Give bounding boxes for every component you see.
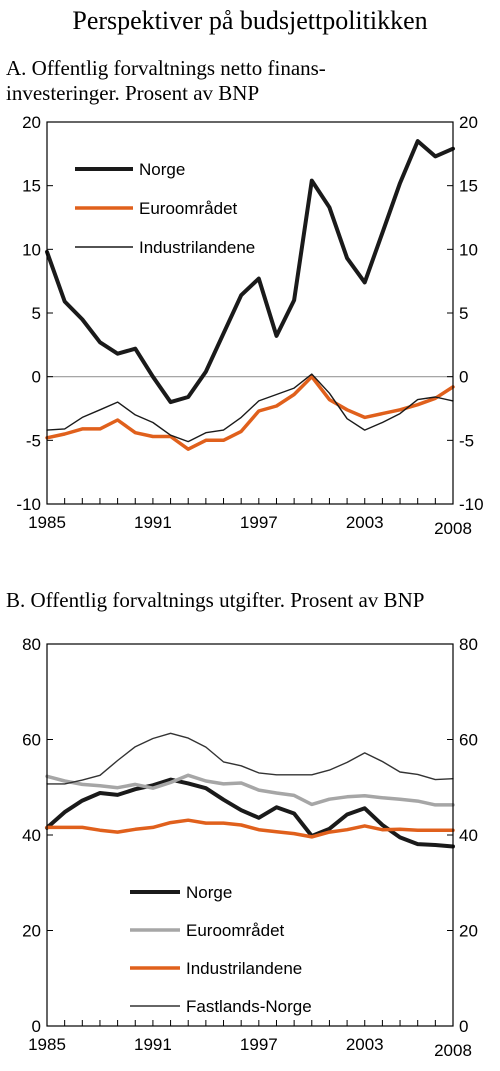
x-tick-label: 2003 <box>346 513 384 532</box>
y-tick-label-right: 0 <box>459 368 468 387</box>
y-tick-label-right: -10 <box>459 495 484 514</box>
x-tick-label: 2003 <box>346 1035 384 1054</box>
legend-label: Norge <box>139 160 185 179</box>
panel-b-title: B. Offentlig forvaltnings utgifter. Pros… <box>6 588 425 612</box>
y-tick-label-right: 80 <box>459 635 478 654</box>
x-tick-label: 1985 <box>28 513 66 532</box>
y-tick-label-left: 80 <box>22 635 41 654</box>
legend-label: Industrilandene <box>139 238 255 257</box>
y-tick-label-right: 15 <box>459 177 478 196</box>
x-tick-label: 1991 <box>134 513 172 532</box>
x-tick-label: 1985 <box>28 1035 66 1054</box>
x-tick-label: 1991 <box>134 1035 172 1054</box>
x-tick-label: 2008 <box>434 519 472 538</box>
y-tick-label-right: 10 <box>459 240 478 259</box>
series-line-industrilandene <box>46 373 454 443</box>
series-line-industrilandene <box>45 818 455 839</box>
y-tick-label-left: 60 <box>22 731 41 750</box>
y-tick-label-left: -5 <box>26 431 41 450</box>
main-title: Perspektiver på budsjettpolitikken <box>72 6 428 35</box>
y-tick-label-right: 60 <box>459 731 478 750</box>
y-tick-label-left: 20 <box>22 922 41 941</box>
series-line-norge <box>45 777 455 849</box>
y-tick-label-right: 20 <box>459 922 478 941</box>
x-tick-label: 1997 <box>240 1035 278 1054</box>
series-line-fastlands-norge <box>46 732 454 785</box>
y-tick-label-left: 5 <box>32 304 41 323</box>
series-line-norge <box>45 139 455 405</box>
y-tick-label-right: -5 <box>459 431 474 450</box>
legend-label: Industrilandene <box>186 959 302 978</box>
panel-a-title-line2: investeringer. Prosent av BNP <box>6 81 260 105</box>
x-tick-label: 1997 <box>240 513 278 532</box>
y-tick-label-left: 20 <box>22 113 41 132</box>
legend-label: Fastlands-Norge <box>186 997 312 1016</box>
panel-a-title: A. Offentlig forvaltnings netto finans- … <box>6 56 486 106</box>
legend-label: Euroområdet <box>139 199 238 218</box>
y-tick-label-left: -10 <box>16 495 41 514</box>
y-tick-label-left: 0 <box>32 368 41 387</box>
y-tick-label-left: 40 <box>22 826 41 845</box>
y-tick-label-left: 0 <box>32 1017 41 1036</box>
y-tick-label-left: 15 <box>22 177 41 196</box>
y-tick-label-right: 5 <box>459 304 468 323</box>
series-line-euroomr-det <box>45 773 455 807</box>
series-line-euroomr-det <box>45 374 455 451</box>
y-tick-label-left: 10 <box>22 240 41 259</box>
x-tick-label: 2008 <box>434 1041 472 1060</box>
legend-label: Norge <box>186 883 232 902</box>
y-tick-label-right: 0 <box>459 1017 468 1036</box>
y-tick-label-right: 40 <box>459 826 478 845</box>
legend-label: Euroområdet <box>186 921 285 940</box>
y-tick-label-right: 20 <box>459 113 478 132</box>
chart-a: -10 -10 -5 -5 0 0 5 5 10 10 15 15 20 20 1985 1991 1997 20… <box>16 113 484 538</box>
panel-a-title-line1: A. Offentlig forvaltnings netto finans- <box>6 56 326 80</box>
